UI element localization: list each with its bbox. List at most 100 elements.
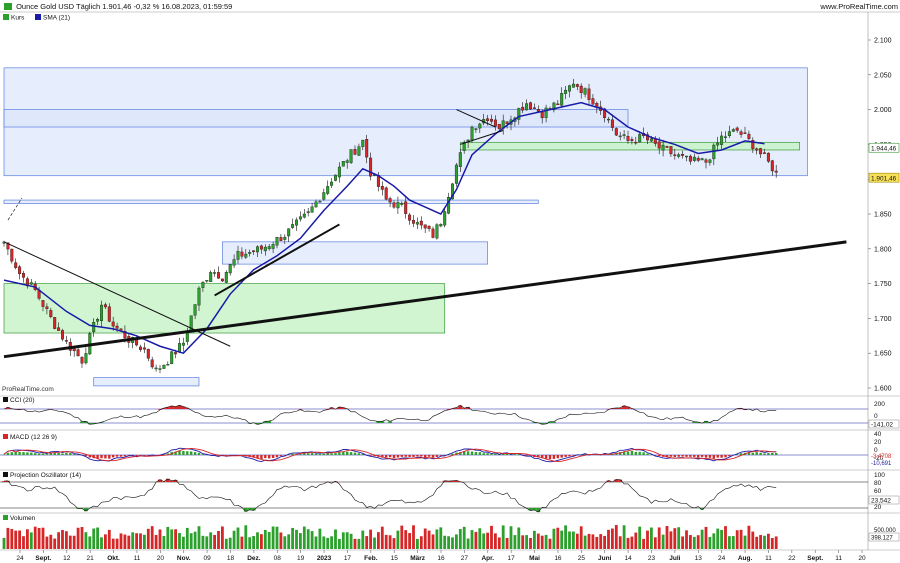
candle-down xyxy=(22,273,25,278)
x-tick-label: Juni xyxy=(598,555,612,562)
candle-up xyxy=(462,142,466,151)
volume-bar xyxy=(100,537,103,549)
zone-green-5 xyxy=(3,283,446,334)
macd-tick: 20 xyxy=(874,439,882,446)
zones xyxy=(3,67,808,387)
candle-down xyxy=(353,149,357,155)
cci-value-tag xyxy=(868,419,900,429)
y-tick-label: 1.600 xyxy=(874,386,892,393)
candle-up xyxy=(96,319,100,322)
macd-value-b: -10,691 xyxy=(871,461,892,467)
volume-bar xyxy=(365,536,369,549)
candle-down xyxy=(486,118,490,121)
volume-bar xyxy=(244,525,248,549)
candle-up xyxy=(205,280,209,282)
volume-bar xyxy=(380,526,384,549)
volume-bar xyxy=(256,532,259,549)
candle-up xyxy=(236,251,240,260)
candle-up xyxy=(661,144,665,151)
cci-tick: 0 xyxy=(874,413,878,420)
volume-bar xyxy=(310,531,314,549)
candle-up xyxy=(298,216,302,220)
candle-up xyxy=(302,213,306,218)
candle-down xyxy=(150,359,154,368)
volume-bar xyxy=(334,529,337,549)
volume-label: Volumen xyxy=(10,515,36,522)
proj-tick: 80 xyxy=(874,480,882,487)
candle-down xyxy=(755,148,759,151)
volume-bar xyxy=(213,534,216,549)
trendline-2 xyxy=(214,223,340,297)
candle-down xyxy=(743,132,747,134)
volume-bar xyxy=(587,533,591,549)
volume-bar xyxy=(716,528,720,549)
cci-legend-swatch xyxy=(3,397,8,402)
candle-down xyxy=(220,278,224,282)
proj-label: Projection Oszillator (14) xyxy=(10,472,81,479)
volume-bar xyxy=(131,532,135,549)
volume-bar xyxy=(65,531,68,549)
price-legend: Kurs SMA (21) xyxy=(3,14,70,22)
volume-bar xyxy=(560,530,564,549)
x-tick-label: 12 xyxy=(63,555,71,562)
candle-up xyxy=(451,183,454,200)
candle-up xyxy=(337,166,341,178)
candle-down xyxy=(392,202,396,208)
x-tick-label: 19 xyxy=(297,555,305,562)
volume-bar xyxy=(349,533,353,549)
candle-up xyxy=(287,228,291,237)
volume-bar xyxy=(525,535,528,549)
candle-up xyxy=(334,174,337,181)
volume-bar xyxy=(221,526,224,549)
watermark: ProRealTime.com xyxy=(2,386,54,393)
candle-down xyxy=(575,84,579,87)
candle-down xyxy=(497,123,501,130)
candle-up xyxy=(209,272,213,282)
volume-bar xyxy=(49,534,53,549)
volume-bar xyxy=(412,525,415,549)
candle-up xyxy=(568,85,571,92)
candle-down xyxy=(774,170,778,173)
x-tick-label: Nov. xyxy=(177,555,191,562)
last-price-tag xyxy=(868,172,900,183)
volume-bar xyxy=(96,527,99,549)
volume-bar xyxy=(150,526,154,549)
volume-bar xyxy=(692,536,696,549)
candle-down xyxy=(688,155,692,162)
volume-bar xyxy=(595,536,599,549)
volume-bar xyxy=(568,531,571,549)
y-tick-label: 2.100 xyxy=(874,38,892,45)
zone-blue-1 xyxy=(3,109,629,128)
candle-up xyxy=(244,253,248,258)
site-credit[interactable]: www.ProRealTime.com xyxy=(820,2,898,11)
volume-bar xyxy=(37,527,41,549)
candle-up xyxy=(318,201,322,203)
volume-bar xyxy=(123,534,127,549)
volume-bar xyxy=(470,530,474,549)
volume-bar xyxy=(127,535,131,549)
zone-blue-2 xyxy=(3,199,539,204)
volume-bar xyxy=(45,536,49,549)
volume-bar xyxy=(681,536,684,549)
volume-bar xyxy=(423,528,427,549)
proj-tick: 100 xyxy=(874,472,885,479)
volume-bar xyxy=(166,526,170,549)
candle-down xyxy=(72,348,76,352)
candle-down xyxy=(431,228,435,238)
candle-down xyxy=(626,135,630,141)
y-tick-label: 1.850 xyxy=(874,212,892,219)
volume-bar xyxy=(669,531,673,549)
volume-bar xyxy=(193,531,197,549)
cci-tick: 200 xyxy=(874,401,885,408)
candle-down xyxy=(634,141,638,144)
volume-bar xyxy=(735,530,739,549)
volume-bar xyxy=(431,534,435,549)
candle-down xyxy=(419,220,423,226)
volume-bar xyxy=(466,538,470,549)
y-tick-label: 2.000 xyxy=(874,107,892,114)
volume-bar xyxy=(338,538,341,549)
volume-bar xyxy=(622,525,626,549)
volume-bar xyxy=(759,534,762,549)
candle-up xyxy=(256,246,259,253)
